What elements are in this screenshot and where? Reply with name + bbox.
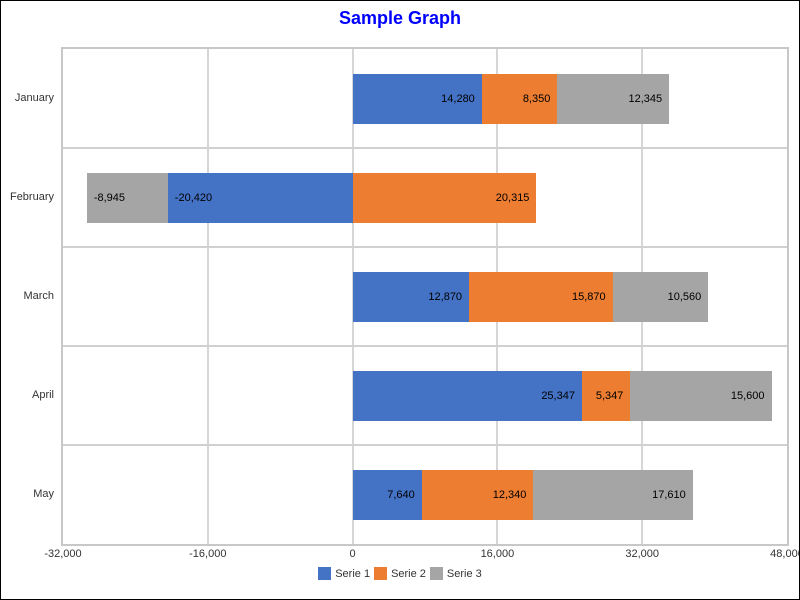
category-label-april: April: [31, 389, 54, 401]
legend: Serie 1 Serie 2 Serie 3: [1, 567, 799, 580]
bar-value-label: 14,280: [441, 92, 475, 105]
gridline-row-separator: [63, 147, 787, 149]
bar-value-label: 12,345: [628, 92, 663, 105]
x-tick-label-0: 0: [349, 548, 356, 560]
category-label-january: January: [14, 92, 54, 104]
bar-segment-may-serie-2: 12,340: [421, 469, 534, 520]
category-label-february: February: [9, 191, 54, 203]
bar-value-label: 10,560: [667, 290, 702, 303]
legend-item-serie-3: Serie 3: [429, 567, 482, 580]
legend-label: Serie 3: [446, 567, 482, 580]
x-tick-label-48-000: 48,000: [770, 548, 799, 560]
legend-label: Serie 2: [391, 567, 426, 580]
bar-segment-january-serie-3: 12,345: [557, 73, 670, 124]
bar-value-label: 17,610: [652, 488, 686, 501]
bar-segment-february-serie-1: -20,420: [167, 172, 353, 223]
bar-segment-may-serie-3: 17,610: [533, 469, 693, 520]
gridline-row-separator: [63, 444, 787, 446]
legend-swatch-serie-3: [429, 567, 443, 580]
bar-value-label: 25,347: [541, 389, 575, 402]
legend-item-serie-1: Serie 1: [318, 567, 370, 580]
bar-value-label: 12,340: [492, 488, 527, 501]
bar-value-label: 15,870: [572, 290, 606, 303]
bar-segment-april-serie-3: 15,600: [630, 370, 772, 421]
gridline-row-separator: [63, 246, 787, 248]
bar-segment-march-serie-3: 10,560: [612, 271, 709, 322]
bar-segment-april-serie-2: 5,347: [581, 370, 631, 421]
bar-segment-february-serie-3: -8,945: [86, 172, 168, 223]
bar-value-label: 5,347: [595, 389, 624, 402]
gridline-row-separator: [63, 345, 787, 347]
bar-segment-january-serie-1: 14,280: [352, 73, 482, 124]
x-tick-label-16-000: 16,000: [480, 548, 515, 560]
gridline-vertical: [206, 49, 209, 544]
category-label-march: March: [23, 290, 54, 302]
legend-swatch-serie-1: [318, 567, 332, 580]
category-label-may: May: [33, 488, 54, 500]
bar-value-label: 12,870: [428, 290, 463, 303]
x-tick-label-32-000: 32,000: [625, 548, 660, 560]
bar-segment-february-serie-2: 20,315: [352, 172, 537, 223]
chart-title: Sample Graph: [338, 8, 462, 28]
bar-segment-april-serie-1: 25,347: [352, 370, 582, 421]
legend-label: Serie 1: [335, 567, 371, 580]
legend-item-serie-2: Serie 2: [374, 567, 426, 580]
x-tick-label--16-000: -16,000: [189, 548, 227, 560]
bar-value-label: 8,350: [522, 92, 551, 105]
bar-value-label: 7,640: [387, 488, 415, 501]
bar-segment-march-serie-1: 12,870: [352, 271, 470, 322]
bar-segment-march-serie-2: 15,870: [469, 271, 613, 322]
bar-segment-january-serie-2: 8,350: [481, 73, 558, 124]
bar-value-label: 20,315: [495, 191, 530, 204]
legend-swatch-serie-2: [374, 567, 388, 580]
bar-value-label: -20,420: [174, 191, 213, 204]
x-tick-label--32-000: -32,000: [44, 548, 82, 560]
bar-value-label: -8,945: [93, 191, 126, 204]
plot-area: 14,280 8,350 12,345 -20,420 20,315 -8,945 12,8…: [63, 49, 787, 544]
bar-value-label: 15,600: [730, 389, 765, 402]
bar-segment-may-serie-1: 7,640: [352, 469, 422, 520]
